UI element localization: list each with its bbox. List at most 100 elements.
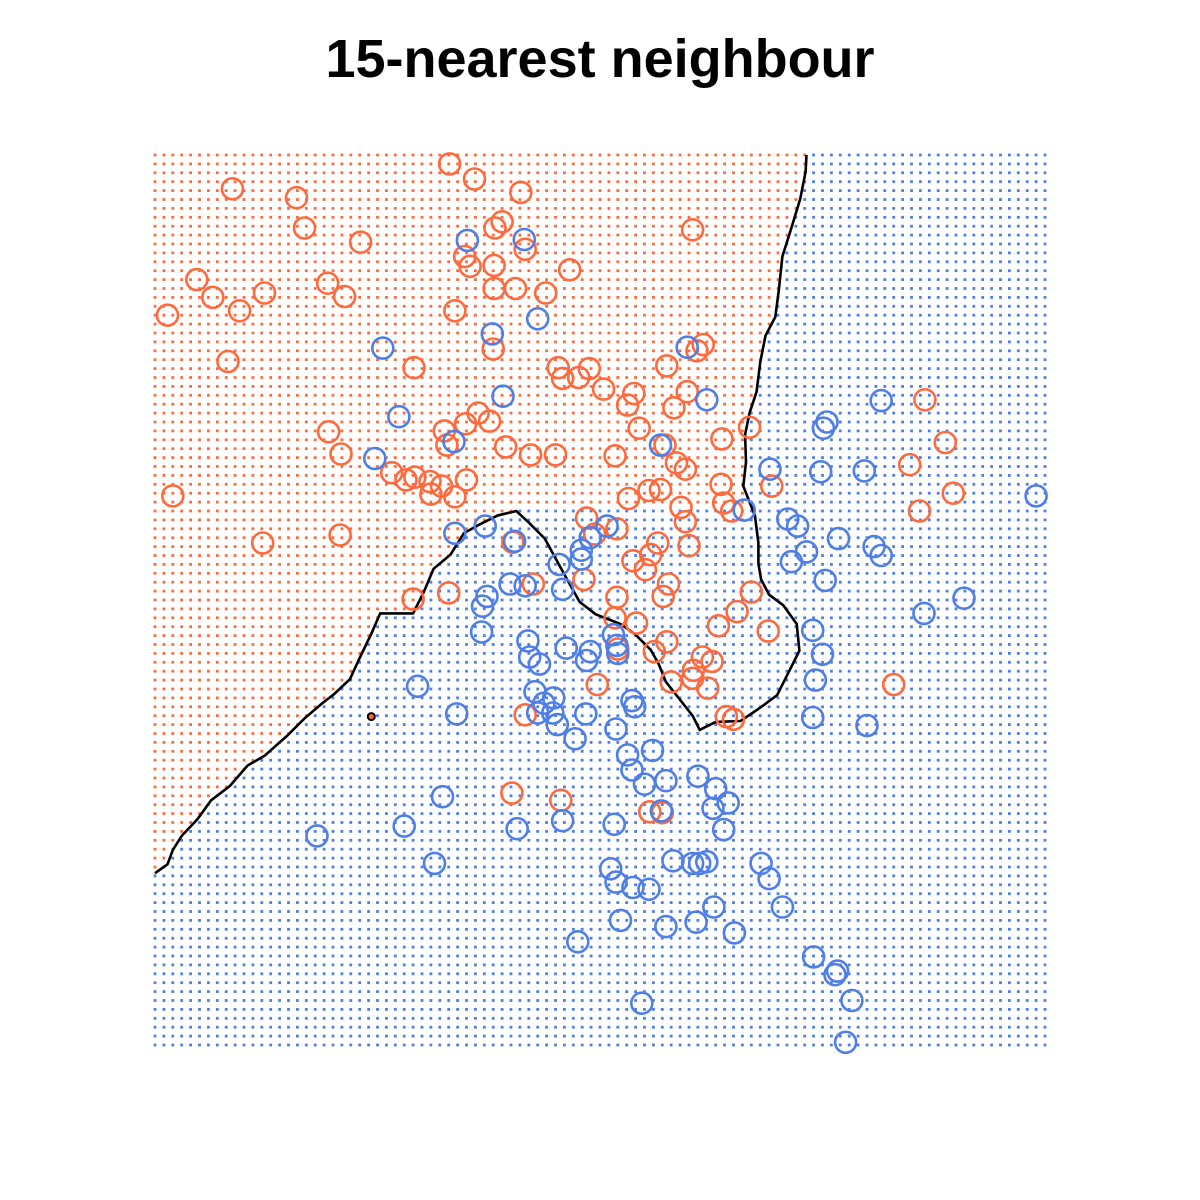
grid-dot xyxy=(393,215,397,219)
grid-dot xyxy=(580,474,584,477)
grid-dot xyxy=(456,224,459,228)
grid-dot xyxy=(224,794,228,798)
grid-dot xyxy=(536,536,540,540)
grid-dot xyxy=(518,545,522,548)
grid-dot xyxy=(322,411,326,415)
grid-dot xyxy=(536,420,540,424)
grid-dot xyxy=(251,509,255,513)
grid-dot xyxy=(402,830,406,833)
grid-dot xyxy=(233,972,237,976)
grid-dot xyxy=(447,749,451,753)
grid-dot xyxy=(518,1008,522,1011)
grid-dot xyxy=(465,741,468,744)
grid-dot xyxy=(500,714,504,718)
grid-dot xyxy=(393,910,397,913)
grid-dot xyxy=(482,385,486,388)
grid-dot xyxy=(233,162,237,166)
grid-dot xyxy=(429,447,433,451)
grid-dot xyxy=(207,696,210,700)
grid-dot xyxy=(563,1025,566,1029)
grid-dot xyxy=(518,411,522,415)
grid-dot xyxy=(242,429,246,433)
grid-dot xyxy=(411,215,415,219)
grid-dot xyxy=(563,491,566,495)
grid-dot xyxy=(429,509,433,513)
grid-dot xyxy=(331,678,335,682)
grid-dot xyxy=(322,491,326,495)
grid-dot xyxy=(233,607,237,611)
grid-dot xyxy=(180,705,184,709)
grid-dot xyxy=(385,180,388,184)
grid-dot xyxy=(447,571,451,575)
grid-dot xyxy=(500,687,504,691)
grid-dot xyxy=(278,625,281,629)
grid-dot xyxy=(420,981,424,985)
grid-dot xyxy=(474,331,477,335)
grid-dot xyxy=(260,420,264,424)
grid-dot xyxy=(456,349,459,353)
grid-dot xyxy=(554,741,557,744)
grid-dot xyxy=(367,643,370,646)
grid-dot xyxy=(304,500,308,504)
grid-dot xyxy=(536,207,540,210)
grid-dot xyxy=(482,251,486,255)
grid-dot xyxy=(385,571,388,575)
grid-dot xyxy=(153,883,157,887)
grid-dot xyxy=(242,367,246,370)
grid-dot xyxy=(589,723,593,726)
grid-dot xyxy=(269,340,273,344)
grid-dot xyxy=(527,963,531,967)
grid-dot xyxy=(474,171,477,175)
grid-dot xyxy=(563,385,566,388)
grid-dot xyxy=(251,269,255,273)
grid-dot xyxy=(447,634,451,637)
grid-dot xyxy=(278,901,281,904)
grid-dot xyxy=(162,224,166,228)
grid-dot xyxy=(509,669,513,673)
grid-dot xyxy=(474,304,477,308)
grid-dot xyxy=(207,189,210,192)
grid-dot xyxy=(545,296,548,299)
grid-dot xyxy=(367,224,370,228)
grid-dot xyxy=(207,758,210,762)
grid-dot xyxy=(331,990,335,993)
grid-dot xyxy=(518,678,522,682)
grid-dot xyxy=(296,856,299,860)
grid-dot xyxy=(162,1043,166,1047)
grid-dot xyxy=(358,278,362,281)
grid-dot xyxy=(162,767,166,771)
grid-dot xyxy=(153,589,157,593)
grid-dot xyxy=(278,242,281,246)
grid-dot xyxy=(287,830,290,833)
grid-dot xyxy=(456,901,459,904)
grid-dot xyxy=(358,411,362,415)
grid-dot xyxy=(287,358,290,362)
grid-dot xyxy=(304,296,308,299)
grid-dot xyxy=(233,660,237,664)
grid-dot xyxy=(215,883,219,887)
grid-dot xyxy=(447,758,451,762)
grid-dot xyxy=(385,242,388,246)
grid-dot xyxy=(385,874,388,878)
grid-dot xyxy=(189,580,192,584)
grid-dot xyxy=(474,847,477,851)
grid-dot xyxy=(518,990,522,993)
grid-dot xyxy=(420,527,424,531)
grid-dot xyxy=(527,402,531,406)
grid-dot xyxy=(474,794,477,798)
grid-dot xyxy=(180,589,184,593)
grid-dot xyxy=(465,758,468,762)
grid-dot xyxy=(402,749,406,753)
grid-dot xyxy=(171,491,175,495)
grid-dot xyxy=(411,660,415,664)
grid-dot xyxy=(456,847,459,851)
grid-dot xyxy=(251,856,255,860)
grid-dot xyxy=(331,901,335,904)
grid-dot xyxy=(465,304,468,308)
grid-dot xyxy=(500,1008,504,1011)
grid-dot xyxy=(340,296,344,299)
grid-dot xyxy=(456,322,459,326)
grid-dot xyxy=(340,652,344,655)
grid-dot xyxy=(385,767,388,771)
grid-dot xyxy=(358,287,362,290)
